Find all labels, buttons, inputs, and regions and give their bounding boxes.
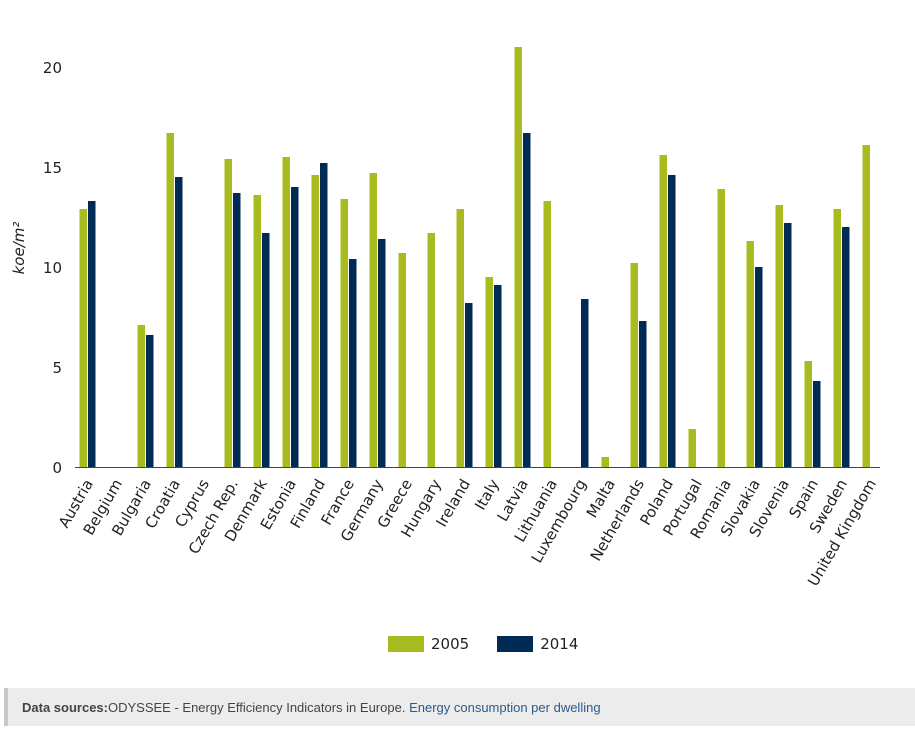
y-tick-label: 0	[52, 459, 62, 477]
bar-2005	[485, 277, 493, 467]
bar-chart: koe/m² 0 5 10 15 20 AustriaBelgiumBulgariaCr…	[10, 47, 880, 590]
bar-2005	[282, 157, 290, 467]
bar-2014	[842, 227, 850, 467]
bar-2014	[813, 381, 821, 467]
bar-2005	[514, 47, 522, 467]
bar-2014	[175, 177, 183, 467]
bar-2005	[427, 233, 435, 467]
bar-2005	[398, 253, 406, 467]
bar-2014	[233, 193, 241, 467]
bar-2014	[320, 163, 328, 467]
bar-2014	[784, 223, 792, 467]
bar-2014	[146, 335, 154, 467]
bars	[79, 47, 870, 467]
bar-2005	[775, 205, 783, 467]
bar-2014	[88, 201, 96, 467]
bar-2005	[688, 429, 696, 467]
bar-2005	[862, 145, 870, 467]
bar-2005	[601, 457, 609, 467]
legend-item-2005[interactable]: 2005	[388, 635, 469, 653]
y-tick-label: 10	[43, 259, 62, 277]
bar-2014	[349, 259, 357, 467]
bar-2014	[262, 233, 270, 467]
legend: 2005 2014	[388, 635, 606, 653]
legend-swatch-2014	[497, 636, 534, 652]
bar-2005	[166, 133, 174, 467]
bar-2014	[523, 133, 531, 467]
bar-2014	[465, 303, 473, 467]
bar-2005	[746, 241, 754, 467]
bar-2014	[494, 285, 502, 467]
bar-2005	[340, 199, 348, 467]
legend-item-2014[interactable]: 2014	[497, 635, 578, 653]
bar-2014	[581, 299, 589, 467]
bar-2005	[79, 209, 87, 467]
bar-2014	[378, 239, 386, 467]
bar-2005	[224, 159, 232, 467]
bar-2005	[630, 263, 638, 467]
legend-swatch-2005	[388, 636, 424, 652]
bar-2014	[291, 187, 299, 467]
bar-2005	[369, 173, 377, 467]
bar-2005	[833, 209, 841, 467]
y-tick-label: 20	[43, 59, 62, 77]
bar-2005	[253, 195, 261, 467]
y-axis-ticks: 0 5 10 15 20	[43, 59, 62, 477]
data-sources-footer: Data sources:ODYSSEE - Energy Efficiency…	[4, 688, 915, 726]
y-tick-label: 15	[43, 159, 62, 177]
bar-2005	[659, 155, 667, 467]
bar-2014	[755, 267, 763, 467]
legend-label-2014: 2014	[540, 635, 579, 653]
footer-link[interactable]: Energy consumption per dwelling	[409, 700, 601, 715]
bar-2005	[804, 361, 812, 467]
legend-label-2005: 2005	[431, 635, 470, 653]
bar-2005	[137, 325, 145, 467]
bar-2014	[668, 175, 676, 467]
footer-text: ODYSSEE - Energy Efficiency Indicators i…	[107, 700, 410, 715]
footer-label: Data sources:	[22, 700, 108, 715]
y-axis-title: koe/m²	[10, 222, 28, 275]
bar-2005	[543, 201, 551, 467]
bar-2005	[456, 209, 464, 467]
y-tick-label: 5	[52, 359, 62, 377]
category-labels: AustriaBelgiumBulgariaCroatiaCyprusCzech…	[55, 476, 880, 590]
bar-2014	[639, 321, 647, 467]
bar-2005	[717, 189, 725, 467]
bar-2005	[311, 175, 319, 467]
